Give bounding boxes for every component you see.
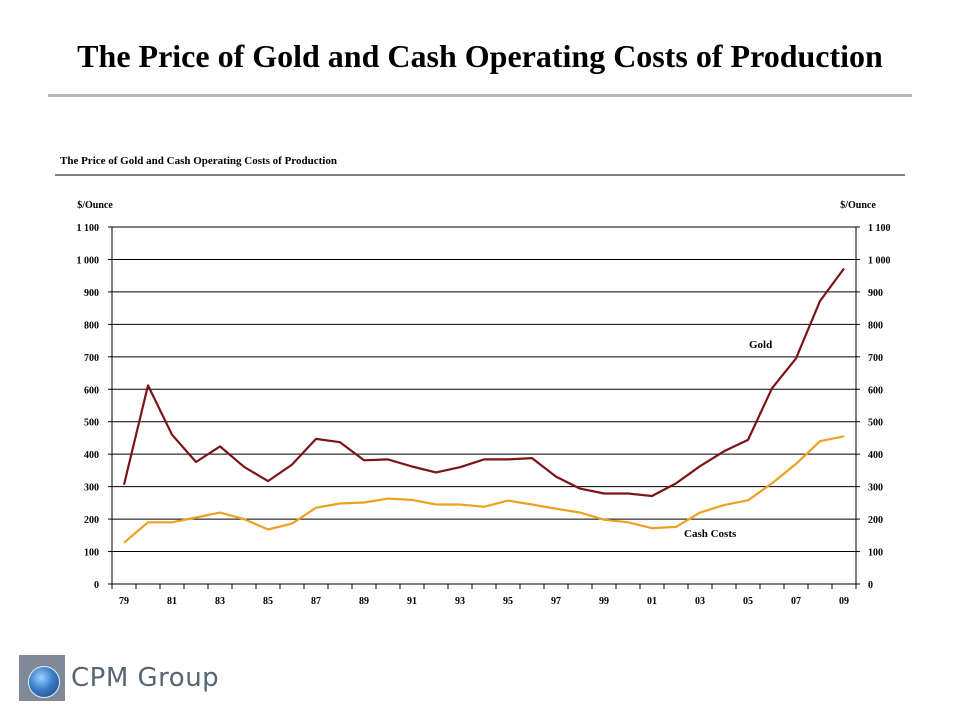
x-tick-label-79: 79 xyxy=(119,596,129,607)
x-tick-label-99: 99 xyxy=(599,596,609,607)
x-tick-label-07: 07 xyxy=(791,596,801,607)
y-tick-label-left: 300 xyxy=(84,483,99,494)
y-tick-label-right: 1 000 xyxy=(868,255,891,266)
grid-layer xyxy=(112,226,856,585)
y-tick-label-left: 1 100 xyxy=(77,223,100,234)
title-divider xyxy=(48,94,912,97)
y-tick-label-right: 200 xyxy=(868,515,883,526)
y-tick-label-right: 700 xyxy=(868,353,883,364)
axis-layer: 0 0 100 100 200 200 300 300 400 400 500 500 600 600 70… xyxy=(77,223,891,607)
x-tick-label-93: 93 xyxy=(455,596,465,607)
x-tick-label-91: 91 xyxy=(407,596,417,607)
x-tick-label-89: 89 xyxy=(359,596,369,607)
x-tick-label-83: 83 xyxy=(215,596,225,607)
y-tick-label-left: 600 xyxy=(84,385,99,396)
globe-icon xyxy=(28,666,60,698)
y-tick-label-left: 200 xyxy=(84,515,99,526)
y-tick-label-right: 800 xyxy=(868,320,883,331)
y-tick-label-right: 400 xyxy=(868,450,883,461)
y-tick-label-left: 500 xyxy=(84,418,99,429)
x-tick-label-01: 01 xyxy=(647,596,657,607)
y-tick-label-left: 800 xyxy=(84,320,99,331)
y-tick-label-left: 900 xyxy=(84,288,99,299)
y-tick-label-left: 0 xyxy=(94,580,99,591)
series-label-gold: Gold xyxy=(749,339,772,351)
cpm-group-logo: CPM Group xyxy=(19,655,219,703)
y-tick-label-left: 100 xyxy=(84,548,99,559)
x-tick-label-85: 85 xyxy=(263,596,273,607)
chart-title: The Price of Gold and Cash Operating Cos… xyxy=(60,155,337,167)
gold-cash-cost-chart: The Price of Gold and Cash Operating Cos… xyxy=(55,155,905,607)
y-axis-label-right: $/Ounce xyxy=(840,200,876,211)
slide-title: The Price of Gold and Cash Operating Cos… xyxy=(77,38,883,74)
y-tick-label-right: 1 100 xyxy=(868,223,891,234)
x-tick-label-81: 81 xyxy=(167,596,177,607)
series-line-gold xyxy=(122,267,845,498)
y-tick-label-left: 1 000 xyxy=(77,255,100,266)
y-tick-label-right: 100 xyxy=(868,548,883,559)
x-tick-label-09: 09 xyxy=(839,596,849,607)
x-tick-label-03: 03 xyxy=(695,596,705,607)
x-tick-label-97: 97 xyxy=(551,596,561,607)
y-axis-label-left: $/Ounce xyxy=(77,200,113,211)
x-tick-label-95: 95 xyxy=(503,596,513,607)
x-tick-label-87: 87 xyxy=(311,596,321,607)
y-tick-label-right: 300 xyxy=(868,483,883,494)
y-tick-label-right: 0 xyxy=(868,580,873,591)
y-tick-label-right: 900 xyxy=(868,288,883,299)
y-tick-label-right: 500 xyxy=(868,418,883,429)
y-tick-label-left: 400 xyxy=(84,450,99,461)
logo-mark xyxy=(19,655,65,701)
logo-text: CPM Group xyxy=(71,663,220,693)
x-tick-label-05: 05 xyxy=(743,596,753,607)
y-tick-label-left: 700 xyxy=(84,353,99,364)
series-layer xyxy=(122,267,845,544)
series-label-cash-costs: Cash Costs xyxy=(684,528,737,540)
series-line-cash-costs xyxy=(123,435,845,544)
y-tick-label-right: 600 xyxy=(868,385,883,396)
